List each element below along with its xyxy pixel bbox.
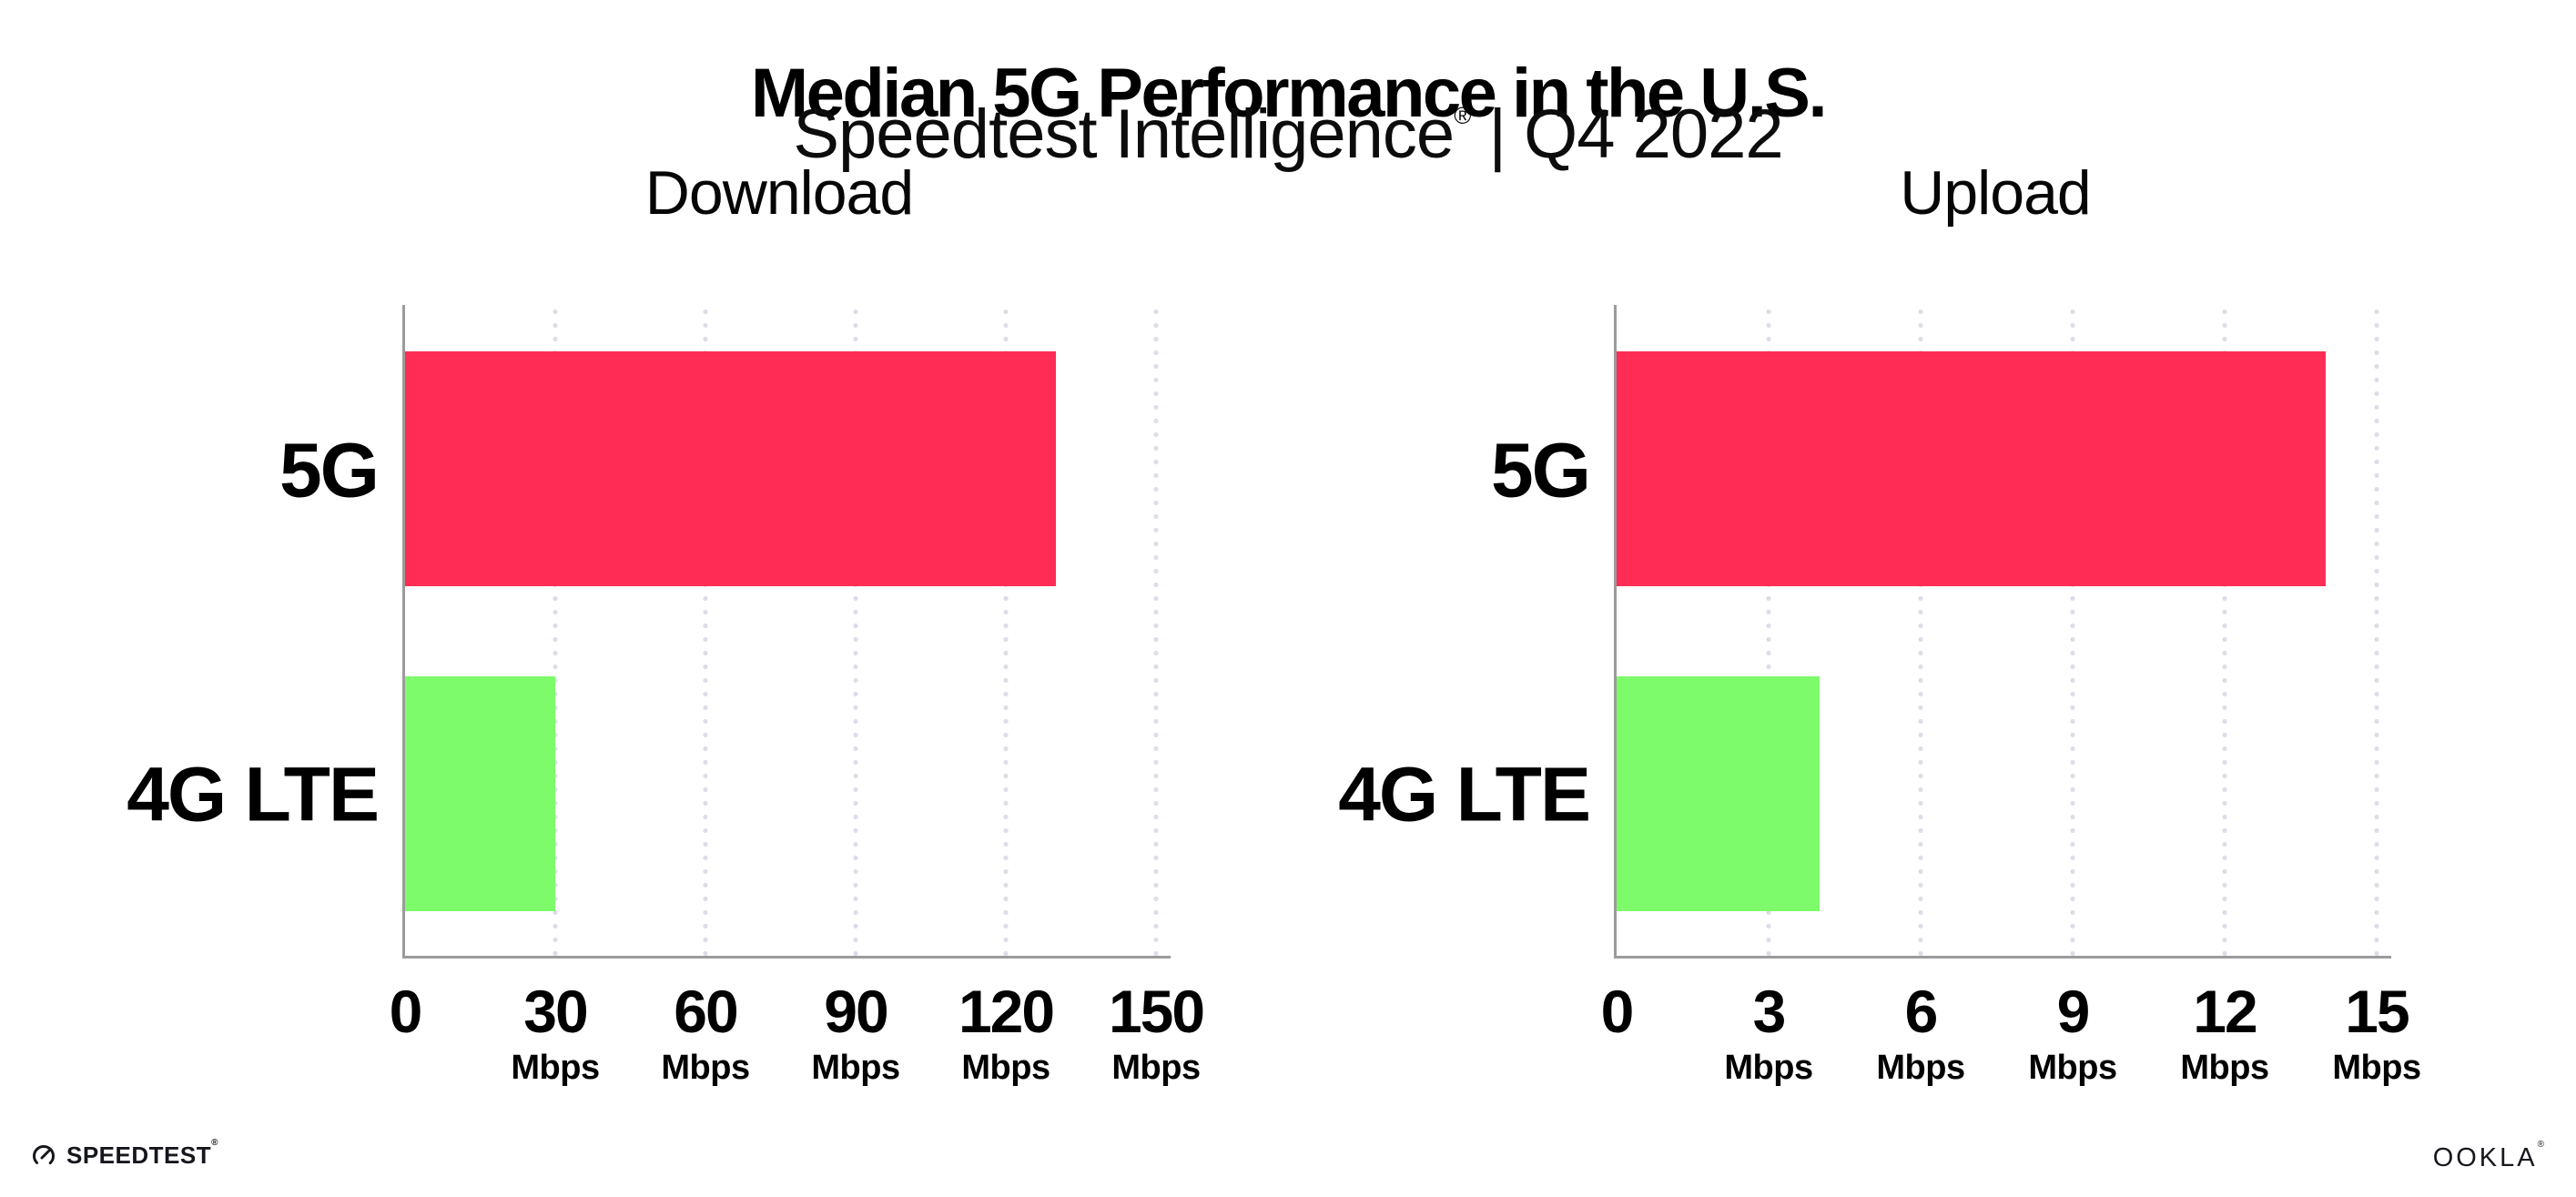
chart-upload: Upload 0 3 Mbps 6 Mbps 9 Mbps 12 Mbps 15 Mbps 5G 4G … [1338, 158, 2421, 1087]
chart-download: Download 0 30 Mbps 60 Mbps 90 Mbps 120 Mbps 150 Mb… [127, 158, 1205, 1087]
bar-5g [1617, 351, 2327, 586]
bar-5g [405, 351, 1056, 586]
download-plot-area: 0 30 Mbps 60 Mbps 90 Mbps 120 Mbps 150 Mbps 5G 4G LT… [127, 305, 1205, 1087]
x-tick-label-12: 12 [2193, 978, 2257, 1045]
x-tick-label-120: 120 [958, 978, 1055, 1045]
x-tick-30: 30 Mbps [511, 978, 600, 1088]
gridline-15 [2374, 305, 2379, 956]
x-tick-0: 0 [1600, 978, 1635, 1045]
bar-4g-lte [405, 676, 555, 911]
category-label-5g: 5G [279, 427, 380, 513]
x-tick-unit-label: Mbps [511, 1049, 600, 1088]
speedtest-wordmark: SPEEDTEST® [66, 1138, 218, 1170]
x-tick-unit-label: Mbps [2180, 1049, 2269, 1088]
gridline-9 [2070, 305, 2075, 956]
x-tick-unit-label: Mbps [811, 1049, 900, 1088]
x-tick-6: 6 Mbps [1876, 978, 1965, 1088]
x-tick-120: 120 Mbps [958, 978, 1055, 1088]
x-tick-15: 15 Mbps [2332, 978, 2421, 1088]
speedtest-registered-mark: ® [211, 1138, 218, 1148]
x-tick-label-90: 90 [824, 978, 888, 1045]
x-tick-unit-label: Mbps [961, 1049, 1050, 1088]
x-tick-label-150: 150 [1108, 978, 1205, 1045]
x-tick-150: 150 Mbps [1108, 978, 1205, 1088]
x-tick-90: 90 Mbps [811, 978, 900, 1088]
x-tick-3: 3 Mbps [1724, 978, 1813, 1088]
x-tick-unit-label: Mbps [661, 1049, 750, 1088]
category-label-4g-lte: 4G LTE [127, 751, 380, 837]
page-title: Median 5G Performance in the U.S. [750, 54, 1828, 132]
x-tick-unit-label: Mbps [1724, 1049, 1813, 1088]
x-tick-label-0: 0 [389, 978, 423, 1045]
bar-4g-lte [1617, 676, 1820, 911]
x-tick-label-3: 3 [1752, 978, 1787, 1045]
speedtest-logo: SPEEDTEST® [31, 1138, 218, 1170]
x-tick-label-15: 15 [2345, 978, 2409, 1045]
x-tick-label-6: 6 [1904, 978, 1939, 1045]
subtitle-separator: | [1488, 96, 1506, 173]
gridline-150 [1153, 305, 1159, 956]
chart-title-download: Download [644, 158, 914, 228]
x-tick-label-60: 60 [674, 978, 738, 1045]
x-tick-label-9: 9 [2056, 978, 2091, 1045]
ookla-wordmark-text: OOKLA [2432, 1143, 2538, 1172]
category-label-5g: 5G [1490, 427, 1591, 513]
x-tick-label-30: 30 [523, 978, 588, 1045]
x-tick-unit-label: Mbps [2028, 1049, 2117, 1088]
page-subtitle: Speedtest Intelligence® | Q4 2022 [0, 98, 2576, 171]
x-tick-0: 0 [389, 978, 423, 1045]
registered-trademark-mark: ® [1454, 102, 1471, 129]
chart-title-upload: Upload [1900, 158, 2092, 228]
gridline-6 [1918, 305, 1923, 956]
speedtest-wordmark-text: SPEEDTEST [66, 1141, 212, 1169]
x-tick-label-0: 0 [1600, 978, 1635, 1045]
ookla-registered-mark: ® [2537, 1140, 2547, 1150]
x-tick-9: 9 Mbps [2028, 978, 2117, 1088]
upload-plot-area: 0 3 Mbps 6 Mbps 9 Mbps 12 Mbps 15 Mbps 5G 4G LTE [1338, 305, 2421, 1087]
gridline-3 [1766, 305, 1771, 956]
speedtest-gauge-icon [33, 1144, 55, 1167]
gridline-60 [703, 305, 708, 956]
ookla-logo: OOKLA® [2432, 1140, 2547, 1173]
x-tick-unit-label: Mbps [1111, 1049, 1201, 1088]
x-tick-12: 12 Mbps [2180, 978, 2269, 1088]
category-label-4g-lte: 4G LTE [1338, 751, 1591, 837]
subtitle-brand: Speedtest Intelligence [793, 96, 1455, 173]
x-tick-60: 60 Mbps [661, 978, 750, 1088]
gridline-90 [853, 305, 858, 956]
gridline-30 [553, 305, 558, 956]
gridline-12 [2222, 305, 2227, 956]
x-tick-unit-label: Mbps [1876, 1049, 1965, 1088]
x-tick-unit-label: Mbps [2332, 1049, 2421, 1088]
gridline-120 [1003, 305, 1009, 956]
subtitle-period: Q4 2022 [1524, 96, 1784, 173]
